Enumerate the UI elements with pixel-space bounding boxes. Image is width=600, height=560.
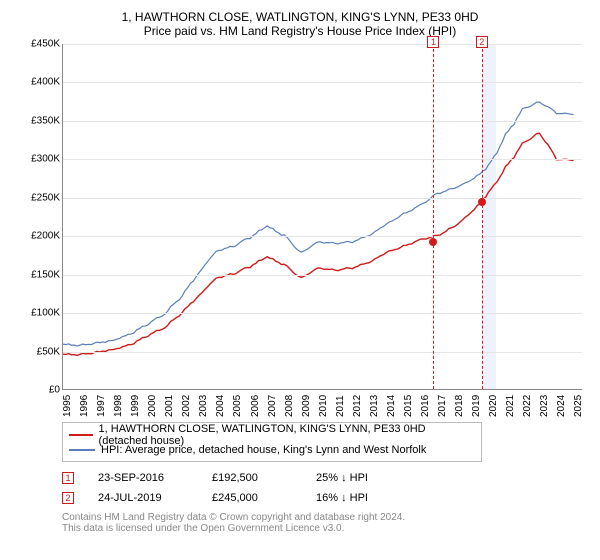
x-tick-label: 1995 bbox=[62, 395, 73, 417]
sale-top-marker: 2 bbox=[476, 36, 488, 48]
x-tick-label: 2018 bbox=[454, 395, 465, 417]
x-tick-label: 2001 bbox=[164, 395, 175, 417]
x-tick-label: 2023 bbox=[539, 395, 550, 417]
chart-area: £0 £50K £100K £150K £200K £250K £300K £350K £400… bbox=[18, 44, 582, 414]
x-tick-label: 2014 bbox=[386, 395, 397, 417]
x-tick-label: 2004 bbox=[215, 395, 226, 417]
y-tick-label: £0 bbox=[49, 385, 60, 396]
sale-row: 2 24-JUL-2019 £245,000 16% ↓ HPI bbox=[62, 488, 582, 508]
x-tick-label: 2013 bbox=[369, 395, 380, 417]
sale-price: £245,000 bbox=[212, 492, 292, 504]
sale-row: 1 23-SEP-2016 £192,500 25% ↓ HPI bbox=[62, 468, 582, 488]
line-svg bbox=[63, 44, 582, 389]
legend-swatch-hpi bbox=[69, 449, 95, 451]
y-tick-label: £50K bbox=[37, 346, 60, 357]
sale-marker-1: 1 bbox=[62, 472, 74, 484]
x-tick-label: 2002 bbox=[181, 395, 192, 417]
chart-title-line2: Price paid vs. HM Land Registry's House … bbox=[18, 24, 582, 38]
sale-diff: 16% ↓ HPI bbox=[316, 492, 368, 504]
sale-date: 23-SEP-2016 bbox=[98, 472, 188, 484]
x-tick-label: 2021 bbox=[505, 395, 516, 417]
plot-area: 12 bbox=[62, 44, 582, 390]
x-tick-label: 1997 bbox=[96, 395, 107, 417]
y-tick-label: £150K bbox=[31, 269, 60, 280]
legend-row-hpi: HPI: Average price, detached house, King… bbox=[69, 442, 475, 457]
x-axis-labels: 1995 1996 1997 1998 1999 2000 2001 2002 2003 2004… bbox=[62, 390, 582, 418]
y-axis-labels: £0 £50K £100K £150K £200K £250K £300K £350K £400… bbox=[18, 44, 62, 414]
sale-diff: 25% ↓ HPI bbox=[316, 472, 368, 484]
sale-price: £192,500 bbox=[212, 472, 292, 484]
y-tick-label: £250K bbox=[31, 192, 60, 203]
x-tick-label: 1998 bbox=[113, 395, 124, 417]
series-property bbox=[63, 133, 574, 355]
y-tick-label: £300K bbox=[31, 154, 60, 165]
y-tick-label: £350K bbox=[31, 115, 60, 126]
footer-line2: This data is licensed under the Open Gov… bbox=[62, 523, 582, 534]
y-tick-label: £100K bbox=[31, 308, 60, 319]
x-tick-label: 2006 bbox=[250, 395, 261, 417]
x-tick-label: 2016 bbox=[420, 395, 431, 417]
legend: 1, HAWTHORN CLOSE, WATLINGTON, KING'S LY… bbox=[62, 422, 482, 462]
x-tick-label: 2025 bbox=[573, 395, 584, 417]
x-tick-label: 2000 bbox=[147, 395, 158, 417]
y-tick-label: £200K bbox=[31, 231, 60, 242]
x-tick-label: 2003 bbox=[198, 395, 209, 417]
x-tick-label: 2009 bbox=[301, 395, 312, 417]
x-tick-label: 2011 bbox=[335, 395, 346, 417]
sale-dot bbox=[478, 198, 486, 206]
x-tick-label: 2008 bbox=[284, 395, 295, 417]
footer-line1: Contains HM Land Registry data © Crown c… bbox=[62, 512, 582, 523]
x-tick-label: 2015 bbox=[403, 395, 414, 417]
legend-label-hpi: HPI: Average price, detached house, King… bbox=[101, 444, 426, 456]
x-tick-label: 2007 bbox=[267, 395, 278, 417]
x-tick-label: 1996 bbox=[79, 395, 90, 417]
x-tick-label: 2012 bbox=[352, 395, 363, 417]
x-tick-label: 2022 bbox=[522, 395, 533, 417]
chart-title-line1: 1, HAWTHORN CLOSE, WATLINGTON, KING'S LY… bbox=[18, 10, 582, 24]
x-tick-label: 2017 bbox=[437, 395, 448, 417]
y-tick-label: £450K bbox=[31, 39, 60, 50]
sale-dot bbox=[429, 238, 437, 246]
x-tick-label: 2005 bbox=[232, 395, 243, 417]
x-tick-label: 2024 bbox=[556, 395, 567, 417]
x-tick-label: 2019 bbox=[471, 395, 482, 417]
sale-date: 24-JUL-2019 bbox=[98, 492, 188, 504]
sale-marker-2: 2 bbox=[62, 492, 74, 504]
sales-list: 1 23-SEP-2016 £192,500 25% ↓ HPI 2 24-JU… bbox=[62, 468, 582, 508]
sale-top-marker: 1 bbox=[427, 36, 439, 48]
x-tick-label: 2010 bbox=[318, 395, 329, 417]
y-tick-label: £400K bbox=[31, 77, 60, 88]
x-tick-label: 1999 bbox=[130, 395, 141, 417]
legend-swatch-property bbox=[69, 434, 93, 436]
x-tick-label: 2020 bbox=[488, 395, 499, 417]
footer-license: Contains HM Land Registry data © Crown c… bbox=[62, 512, 582, 534]
series-hpi bbox=[63, 102, 574, 346]
legend-row-property: 1, HAWTHORN CLOSE, WATLINGTON, KING'S LY… bbox=[69, 427, 475, 442]
